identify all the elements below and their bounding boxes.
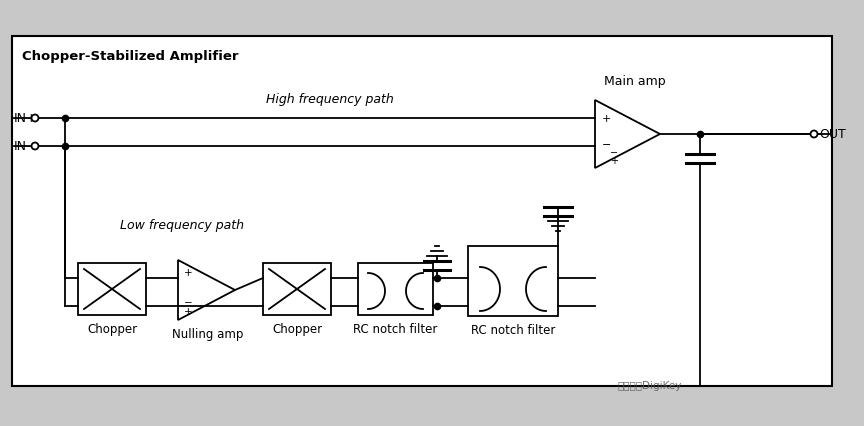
- Text: −: −: [602, 140, 612, 150]
- Text: IN+: IN+: [14, 112, 38, 124]
- Text: Main amp: Main amp: [604, 75, 666, 88]
- Text: Chopper: Chopper: [272, 323, 322, 336]
- Circle shape: [810, 130, 817, 138]
- Text: Chopper-Stabilized Amplifier: Chopper-Stabilized Amplifier: [22, 50, 238, 63]
- Text: High frequency path: High frequency path: [266, 93, 394, 106]
- Text: +: +: [184, 268, 193, 278]
- Bar: [263, 263, 331, 315]
- Circle shape: [31, 143, 39, 150]
- Text: RC notch filter: RC notch filter: [353, 323, 438, 336]
- Bar: [358, 263, 433, 315]
- Text: RC notch filter: RC notch filter: [471, 324, 556, 337]
- Bar: [78, 263, 146, 315]
- Bar: [468, 246, 558, 316]
- Text: −: −: [610, 148, 618, 158]
- Text: OUT: OUT: [819, 127, 846, 141]
- Text: +: +: [602, 114, 612, 124]
- Text: Low frequency path: Low frequency path: [120, 219, 244, 231]
- Text: +: +: [184, 307, 193, 317]
- Text: +: +: [610, 156, 618, 166]
- Text: 得捡电子DigiKey: 得捡电子DigiKey: [618, 381, 683, 391]
- Text: Chopper: Chopper: [87, 323, 137, 336]
- Text: −: −: [184, 298, 193, 308]
- Text: Nulling amp: Nulling amp: [172, 328, 244, 341]
- Text: IN-: IN-: [14, 139, 31, 153]
- Circle shape: [31, 115, 39, 121]
